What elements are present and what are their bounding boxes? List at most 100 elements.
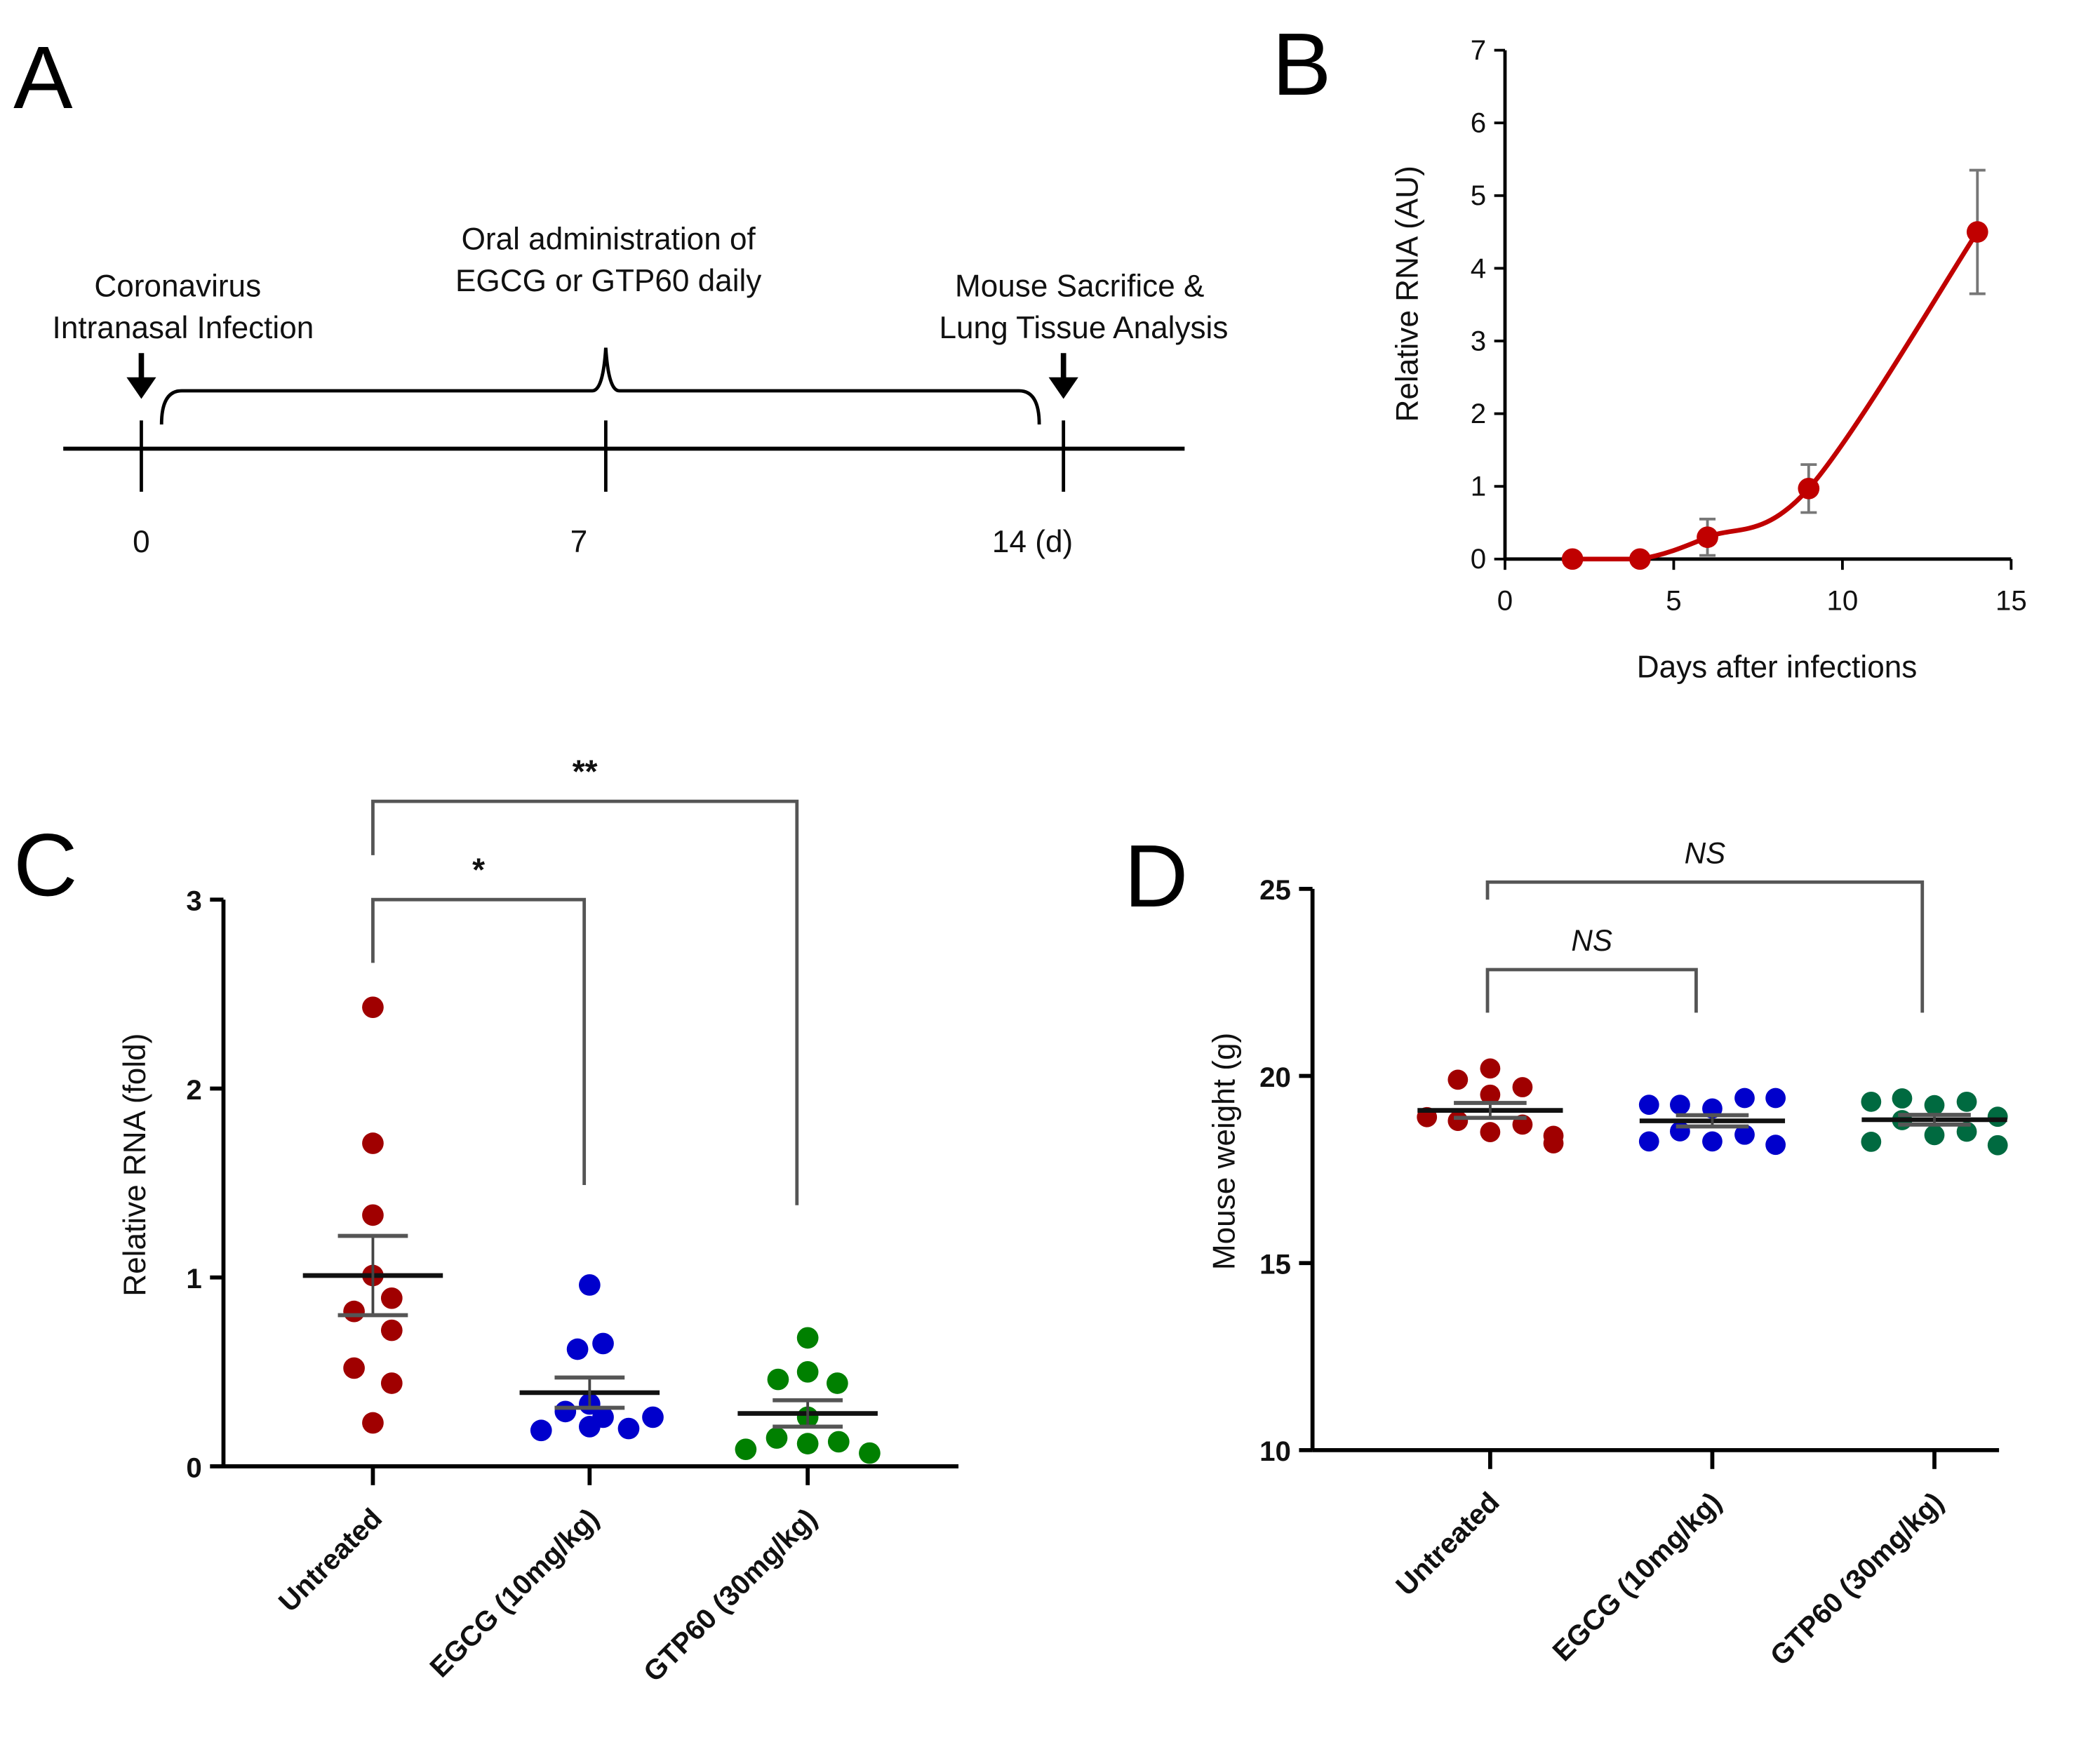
category-label: Untreated bbox=[1390, 1486, 1506, 1602]
category-label: Untreated bbox=[272, 1502, 388, 1618]
significance-bracket bbox=[1485, 968, 1698, 1013]
panel-letter-b: B bbox=[1272, 14, 1331, 114]
timeline-tick-label-7: 7 bbox=[570, 525, 588, 559]
y-tick-label: 5 bbox=[1471, 180, 1486, 211]
data-point bbox=[1638, 1095, 1659, 1116]
data-point bbox=[1629, 548, 1651, 570]
data-point bbox=[1924, 1095, 1945, 1116]
data-point bbox=[617, 1417, 640, 1440]
data-point bbox=[380, 1319, 403, 1341]
data-point bbox=[362, 996, 384, 1019]
data-point bbox=[767, 1368, 789, 1391]
data-point bbox=[1447, 1111, 1469, 1131]
data-point bbox=[578, 1274, 601, 1296]
treatment-brace bbox=[159, 347, 1041, 424]
data-point bbox=[1892, 1088, 1913, 1109]
data-point bbox=[592, 1332, 614, 1355]
data-point bbox=[380, 1372, 403, 1394]
data-point bbox=[1543, 1133, 1564, 1153]
data-point bbox=[343, 1300, 365, 1323]
significance-bracket bbox=[371, 799, 799, 1205]
y-tick-label: 3 bbox=[1471, 325, 1486, 356]
y-tick-label: 2 bbox=[1471, 398, 1486, 429]
y-tick-label: 2 bbox=[186, 1074, 201, 1106]
data-point bbox=[796, 1360, 819, 1383]
data-point bbox=[1966, 221, 1988, 243]
y-tick-label: 0 bbox=[1471, 543, 1486, 575]
y-tick-label: 1 bbox=[1471, 471, 1486, 502]
panel-letter-a: A bbox=[13, 27, 73, 127]
panel-d-chart: D Mouse weight (g) 10 15 20 25 Untreated EGCG… bbox=[1124, 826, 2008, 1672]
data-point bbox=[1956, 1121, 1977, 1142]
significance-bracket bbox=[1485, 880, 1925, 1013]
x-tick-label: 0 bbox=[1497, 585, 1513, 617]
data-point bbox=[362, 1204, 384, 1226]
timeline-tick-label-14: 14 (d) bbox=[992, 525, 1073, 559]
y-tick-label: 0 bbox=[186, 1452, 201, 1483]
infection-label-line2: Intranasal Infection bbox=[53, 311, 314, 345]
y-tick-label: 10 bbox=[1259, 1436, 1291, 1467]
data-point bbox=[362, 1132, 384, 1154]
significance-label: NS bbox=[1685, 836, 1726, 869]
data-point bbox=[1734, 1088, 1755, 1109]
data-point bbox=[1765, 1088, 1786, 1109]
down-arrow-icon-infection bbox=[126, 353, 156, 399]
data-point bbox=[1480, 1122, 1501, 1142]
data-point bbox=[1987, 1135, 2008, 1156]
data-point bbox=[362, 1412, 384, 1434]
panel-d-ylabel: Mouse weight (g) bbox=[1207, 1033, 1241, 1270]
y-tick-label: 15 bbox=[1259, 1249, 1291, 1280]
category-label: EGCG (10mg/kg) bbox=[424, 1502, 605, 1683]
panel-letter-c: C bbox=[13, 815, 77, 914]
data-point bbox=[380, 1287, 403, 1309]
y-tick-label: 20 bbox=[1259, 1062, 1291, 1093]
data-point bbox=[554, 1400, 577, 1423]
data-point bbox=[735, 1438, 757, 1461]
panel-c-chart: C Relative RNA (fold) 0 1 2 3 Untreated EGCG … bbox=[13, 753, 959, 1688]
data-point bbox=[827, 1431, 850, 1453]
data-point bbox=[642, 1406, 664, 1428]
y-tick-label: 7 bbox=[1471, 34, 1486, 66]
significance-bracket bbox=[371, 897, 587, 1185]
panel-b-chart: B Days after infections Relative RNA (AU… bbox=[1272, 14, 2027, 685]
data-point bbox=[1670, 1121, 1690, 1142]
data-point bbox=[1798, 477, 1820, 500]
data-point bbox=[827, 1372, 848, 1394]
data-point bbox=[1638, 1131, 1659, 1152]
data-point bbox=[1734, 1124, 1755, 1145]
y-tick-label: 3 bbox=[186, 885, 201, 917]
y-tick-label: 6 bbox=[1471, 107, 1486, 139]
significance-label: NS bbox=[1571, 924, 1612, 957]
significance-label: ** bbox=[573, 753, 598, 789]
data-point bbox=[1670, 1095, 1690, 1116]
x-tick-label: 15 bbox=[1995, 585, 2027, 617]
x-tick-label: 5 bbox=[1666, 585, 1681, 617]
category-label: GTP60 (30mg/kg) bbox=[637, 1502, 823, 1688]
data-point bbox=[1956, 1091, 1977, 1112]
panel-c-ylabel: Relative RNA (fold) bbox=[118, 1033, 152, 1297]
data-point bbox=[1924, 1125, 1945, 1146]
data-point bbox=[1480, 1058, 1501, 1079]
data-point bbox=[796, 1433, 819, 1454]
data-point bbox=[1480, 1084, 1501, 1105]
data-point bbox=[1861, 1132, 1882, 1152]
panel-a-timeline: A Coronavirus Intranasal Infection Oral … bbox=[13, 27, 1228, 559]
data-point bbox=[1512, 1077, 1533, 1097]
timeline-tick-label-0: 0 bbox=[133, 525, 150, 559]
data-point bbox=[765, 1427, 788, 1449]
down-arrow-icon-sacrifice bbox=[1048, 353, 1078, 399]
data-point bbox=[566, 1338, 589, 1360]
data-point bbox=[1561, 548, 1584, 570]
sacrifice-label-line2: Lung Tissue Analysis bbox=[939, 311, 1228, 345]
panel-letter-d: D bbox=[1124, 826, 1188, 925]
data-point bbox=[1861, 1091, 1882, 1112]
infection-label-line1: Coronavirus bbox=[94, 269, 261, 304]
category-label: GTP60 (30mg/kg) bbox=[1764, 1486, 1950, 1672]
y-tick-label: 25 bbox=[1259, 874, 1291, 906]
data-point bbox=[1987, 1106, 2008, 1127]
series-line bbox=[1572, 230, 1980, 562]
data-point bbox=[1447, 1069, 1469, 1090]
category-label: EGCG (10mg/kg) bbox=[1546, 1486, 1727, 1667]
significance-label: * bbox=[472, 851, 485, 888]
